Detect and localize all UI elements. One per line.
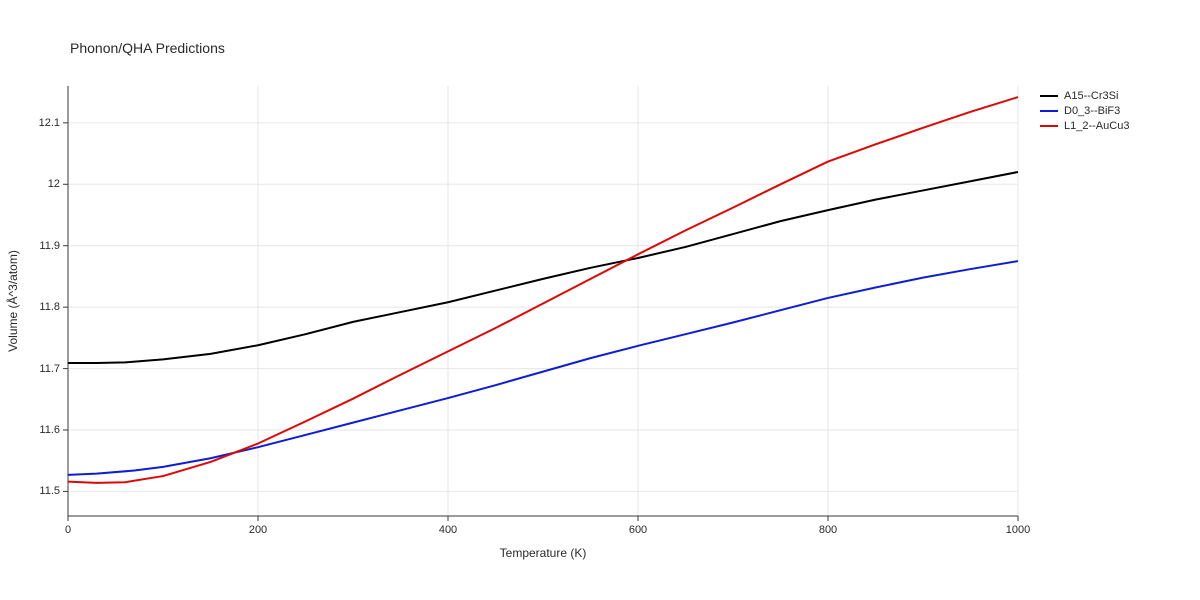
chart-container: Phonon/QHA Predictions Volume (Å^3/atom)…: [0, 0, 1200, 600]
series-line: [68, 97, 1018, 483]
chart-svg: [68, 86, 1018, 516]
y-tick-label: 11.8: [39, 301, 60, 313]
y-tick-label: 12: [48, 178, 60, 190]
x-axis-label: Temperature (K): [500, 546, 587, 560]
legend: A15--Cr3Si D0_3--BiF3 L1_2--AuCu3: [1040, 90, 1129, 135]
y-tick-label: 11.7: [39, 363, 60, 375]
x-tick-label: 200: [249, 524, 267, 536]
x-tick-label: 400: [439, 524, 457, 536]
legend-swatch: [1040, 125, 1058, 127]
y-tick-label: 11.9: [39, 240, 60, 252]
x-tick-label: 600: [629, 524, 647, 536]
legend-item[interactable]: D0_3--BiF3: [1040, 105, 1129, 117]
y-tick-label: 12.1: [39, 117, 60, 129]
x-tick-label: 1000: [1006, 524, 1030, 536]
y-tick-label: 11.5: [39, 485, 60, 497]
plot-area: [68, 86, 1018, 516]
y-tick-label: 11.6: [39, 424, 60, 436]
legend-label: D0_3--BiF3: [1064, 105, 1120, 117]
y-axis-label: Volume (Å^3/atom): [6, 250, 20, 352]
legend-label: A15--Cr3Si: [1064, 90, 1118, 102]
legend-item[interactable]: L1_2--AuCu3: [1040, 120, 1129, 132]
x-tick-label: 800: [819, 524, 837, 536]
legend-swatch: [1040, 110, 1058, 112]
x-tick-label: 0: [65, 524, 71, 536]
series-line: [68, 172, 1018, 363]
series-line: [68, 261, 1018, 475]
legend-label: L1_2--AuCu3: [1064, 120, 1129, 132]
chart-title: Phonon/QHA Predictions: [70, 40, 225, 56]
legend-swatch: [1040, 95, 1058, 97]
legend-item[interactable]: A15--Cr3Si: [1040, 90, 1129, 102]
